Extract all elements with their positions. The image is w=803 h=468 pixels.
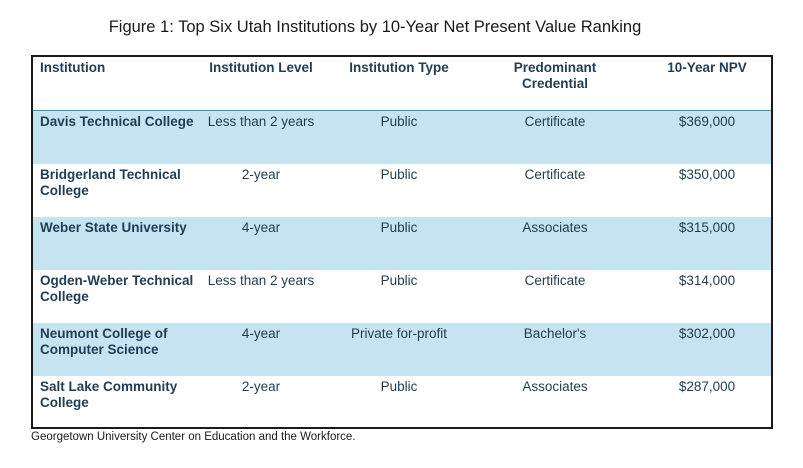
cell-npv: $287,000 xyxy=(678,379,736,394)
cell-institution: Weber State University xyxy=(40,220,187,235)
cell-level: Less than 2 years xyxy=(207,114,315,129)
cell-type: Public xyxy=(380,167,418,182)
cell-credential: Associates xyxy=(522,379,588,394)
cell-level: 4-year xyxy=(241,220,281,235)
header-npv: 10-Year NPV xyxy=(667,60,747,75)
cell-credential: Certificate xyxy=(524,167,586,182)
cell-credential: Certificate xyxy=(524,114,586,129)
cell-type: Public xyxy=(380,273,418,288)
cell-level: 4-year xyxy=(241,326,281,341)
cell-npv: $315,000 xyxy=(678,220,736,235)
header-predominant-credential: Predominant Credential xyxy=(513,60,597,91)
cell-npv: $302,000 xyxy=(678,326,736,341)
cell-credential: Associates xyxy=(522,220,588,235)
header-institution-type: Institution Type xyxy=(349,60,449,75)
table-row: Weber State University 4-year Public Ass… xyxy=(33,217,771,270)
cell-level: 2-year xyxy=(241,379,281,394)
cell-type: Private for-profit xyxy=(350,326,448,341)
cell-type: Public xyxy=(380,220,418,235)
npv-table: Institution Institution Level Institutio… xyxy=(31,55,773,429)
cell-npv: $314,000 xyxy=(678,273,736,288)
cell-level: 2-year xyxy=(241,167,281,182)
source-note: Georgetown University Center on Educatio… xyxy=(31,431,356,443)
cell-type: Public xyxy=(380,114,418,129)
table-row: Ogden-Weber Technical College Less than … xyxy=(33,270,771,323)
header-institution-level: Institution Level xyxy=(209,60,313,75)
cell-level: Less than 2 years xyxy=(207,273,315,288)
cell-type: Public xyxy=(380,379,418,394)
cell-institution: Ogden-Weber Technical College xyxy=(40,273,194,304)
cell-institution: Davis Technical College xyxy=(40,114,194,129)
cell-institution: Salt Lake Community College xyxy=(40,379,178,410)
table-row: Neumont College of Computer Science 4-ye… xyxy=(33,323,771,376)
cell-credential: Certificate xyxy=(524,273,586,288)
header-institution: Institution xyxy=(40,60,106,75)
cell-npv: $369,000 xyxy=(678,114,736,129)
table-row: Salt Lake Community College 2-year Publi… xyxy=(33,376,771,427)
table-row: Bridgerland Technical College 2-year Pub… xyxy=(33,164,771,217)
table-header-row: Institution Institution Level Institutio… xyxy=(33,57,771,111)
cell-institution: Neumont College of Computer Science xyxy=(40,326,168,357)
cell-npv: $350,000 xyxy=(678,167,736,182)
figure-title: Figure 1: Top Six Utah Institutions by 1… xyxy=(108,18,642,36)
cell-credential: Bachelor's xyxy=(523,326,587,341)
cell-institution: Bridgerland Technical College xyxy=(40,167,181,198)
table-row: Davis Technical College Less than 2 year… xyxy=(33,111,771,164)
